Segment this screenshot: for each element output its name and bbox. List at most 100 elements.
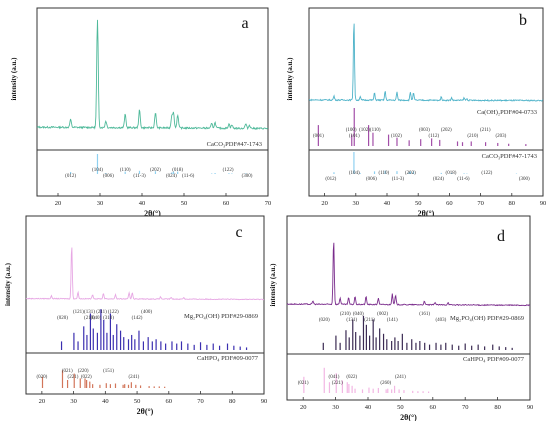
miller-index-label: (012)	[325, 177, 336, 182]
x-tick-label: 90	[261, 398, 268, 405]
miller-index-label: (021)	[298, 381, 309, 386]
miller-index-label: (241)	[395, 375, 406, 380]
reference-label: CaCO₃PDF#47-1743	[207, 141, 262, 148]
miller-index-label: (400)	[141, 310, 152, 315]
x-tick-label: 70	[197, 398, 204, 405]
miller-index-label: (021)	[62, 369, 73, 374]
miller-index-label: (202)	[405, 171, 416, 176]
x-axis-label: 2θ(°)	[400, 413, 417, 421]
panel-b: Ca(OH)₂PDF#04-0733(001)(100)(101)(102)(1…	[286, 7, 547, 218]
plot-frame	[25, 215, 265, 395]
x-tick-label: 40	[384, 200, 391, 207]
miller-index-label: (202)	[441, 128, 452, 133]
reference-pattern: Mg₂PO₄(OH) PDF#29-0869 (020) (121)(210)(13…	[57, 309, 258, 350]
miller-index-label: (161)	[419, 312, 430, 317]
reference-pattern: Ca(OH)₂PDF#04-0733(001)(100)(101)(102)(1…	[313, 108, 537, 146]
x-tick-label: 60	[166, 398, 173, 405]
miller-index-label: (018)	[172, 168, 183, 173]
miller-index-label: (110)	[120, 168, 131, 173]
reference-label: CaHPO₄ PDF#09-0077	[197, 355, 259, 362]
x-tick-label: 50	[397, 404, 404, 411]
x-tick-label: 40	[139, 200, 146, 207]
miller-index-label: (211)	[480, 128, 491, 133]
miller-index-label: (220)	[78, 369, 89, 374]
miller-index-label: (210)	[467, 134, 478, 139]
y-axis-label: intensity (a.u.)	[269, 263, 277, 307]
miller-index-label: (141)	[387, 318, 398, 323]
x-tick-label: 40	[102, 398, 109, 405]
plot-frame	[286, 215, 531, 401]
x-tick-label: 40	[365, 404, 372, 411]
miller-index-label: (024)	[166, 174, 177, 179]
miller-index-label: (221)	[332, 381, 343, 386]
x-tick-label: 50	[181, 200, 188, 207]
miller-index-label: (006)	[366, 177, 377, 182]
x-tick-label: 60	[430, 404, 437, 411]
reference-label: CaHPO₄ PDF#09-0077	[463, 356, 525, 363]
reference-pattern: Mg₂PO₄(OH) PDF#29-0869 (020) (210)(131)(04…	[319, 312, 524, 350]
reference-label: Mg₂PO₄(OH) PDF#29-0869	[450, 315, 524, 322]
miller-index-label: (006)	[103, 174, 114, 179]
miller-index-label: (102)	[391, 134, 402, 139]
reference-label: CaCO₃PDF#47-1743	[482, 153, 537, 160]
x-tick-label: 30	[97, 200, 104, 207]
miller-index-label: (131)	[346, 318, 357, 323]
x-tick-label: 80	[509, 200, 516, 207]
reference-pattern: CaHPO₄ PDF#09-0077 (020) (021)(221)(220)(0…	[36, 355, 259, 388]
x-tick-label: 60	[446, 200, 453, 207]
miller-index-label: (11-6)	[182, 174, 195, 179]
reference-pattern: CaCO₃PDF#47-1743(012)(104)(006)(110)(11-…	[65, 141, 262, 179]
x-tick-label: 50	[134, 398, 141, 405]
miller-index-label: (020)	[57, 316, 68, 321]
y-axis-label: intensity (a.u.)	[4, 262, 12, 306]
reference-label: Mg₂PO₄(OH) PDF#29-0869	[184, 313, 258, 320]
miller-index-label: (142)	[132, 316, 143, 321]
miller-index-label: (403)	[435, 318, 446, 323]
x-axis-label: 2θ(°)	[144, 209, 161, 218]
miller-index-label: (122)	[223, 168, 234, 173]
miller-index-label: (260)	[380, 381, 391, 386]
reference-pattern: CaHPO₄ PDF#09-0077 (021) (041)(221)(022) (2…	[298, 356, 525, 393]
reference-label: Ca(OH)₂PDF#04-0733	[477, 109, 537, 116]
panel-letter: b	[519, 12, 527, 29]
miller-index-label: (131)	[84, 310, 95, 315]
miller-index-label: (040)	[353, 312, 364, 317]
miller-index-label: (211)	[96, 310, 107, 315]
miller-index-label: (022)	[346, 375, 357, 380]
miller-index-label: (210)	[84, 316, 95, 321]
miller-index-label: (202)	[150, 168, 161, 173]
miller-index-label: (002)	[377, 312, 388, 317]
x-tick-label: 20	[300, 404, 307, 411]
measured-pattern-line	[36, 19, 269, 131]
x-axis-label: 2θ(°)	[418, 209, 435, 218]
miller-index-label: (020)	[36, 375, 47, 380]
panel-letter: a	[241, 15, 248, 32]
y-axis-label: intensity (a.u.)	[10, 57, 18, 101]
miller-index-label: (122)	[481, 171, 492, 176]
x-tick-label: 90	[540, 200, 547, 207]
miller-index-label: (112)	[428, 134, 439, 139]
x-tick-label: 90	[527, 404, 534, 411]
x-tick-label: 70	[462, 404, 469, 411]
miller-index-label: (104)	[92, 168, 103, 173]
x-tick-label: 30	[353, 200, 360, 207]
measured-pattern-line	[308, 23, 544, 102]
miller-index-label: (11-3)	[133, 174, 146, 179]
panel-letter: c	[235, 224, 242, 241]
x-tick-label: 20	[39, 398, 46, 405]
miller-index-label: (210)	[340, 312, 351, 317]
miller-index-label: (203)	[495, 134, 506, 139]
reference-pattern: CaCO₃PDF#47-1743(012)(104)(006)(110)(11-…	[325, 152, 537, 182]
miller-index-label: (11-3)	[392, 177, 405, 182]
miller-index-label: (001)	[313, 134, 324, 139]
miller-index-label: (102)(110)	[359, 128, 381, 133]
miller-index-label: (018)	[446, 171, 457, 176]
miller-index-label: (104)	[349, 171, 360, 176]
y-axis-label: intensity (a.u.)	[286, 57, 294, 101]
x-tick-label: 80	[229, 398, 236, 405]
x-tick-label: 70	[477, 200, 484, 207]
measured-pattern-line	[25, 247, 265, 301]
miller-index-label: (022)	[81, 375, 92, 380]
panel-a: CaCO₃PDF#47-1743(012)(104)(006)(110)(11-…	[10, 7, 271, 218]
